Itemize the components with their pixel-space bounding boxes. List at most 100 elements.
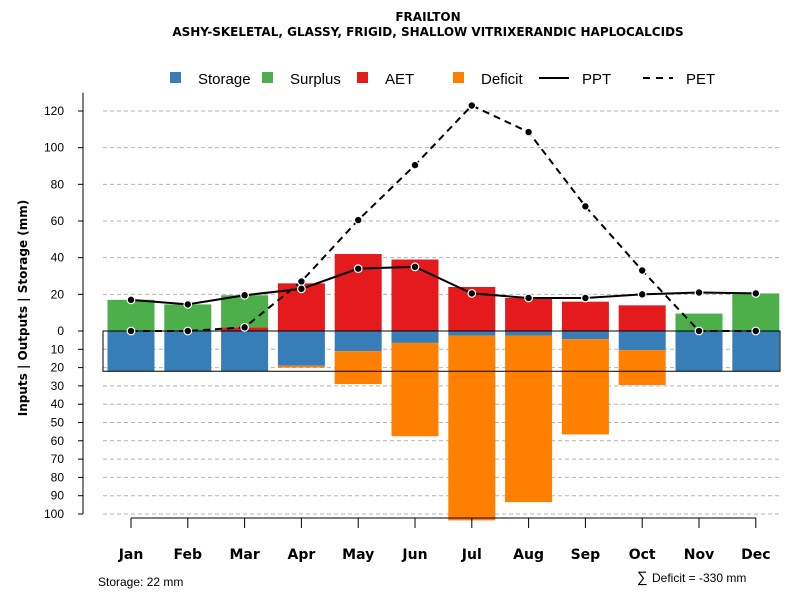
x-tick-label: Dec — [741, 547, 770, 563]
storage-bar — [448, 331, 496, 336]
storage-bar — [505, 331, 553, 336]
legend-swatch — [262, 72, 273, 83]
surplus-bar — [732, 293, 780, 331]
x-tick-label: Jun — [401, 547, 427, 563]
y-tick-label: 40 — [51, 251, 65, 265]
x-tick-label: Jan — [118, 547, 144, 563]
storage-bar — [277, 331, 325, 366]
aet-bar — [505, 298, 553, 331]
y-tick-label: 70 — [51, 452, 65, 466]
pet-point — [410, 160, 420, 170]
deficit-bar — [618, 350, 666, 385]
ppt-point — [183, 300, 193, 309]
storage-bar — [675, 331, 723, 372]
ppt-line — [130, 265, 756, 306]
legend-swatch — [170, 72, 181, 83]
pet-point — [297, 277, 306, 286]
legend-label: AET — [385, 71, 414, 88]
y-tick-label: 0 — [57, 324, 64, 338]
sum-symbol: ∑ — [637, 569, 648, 586]
y-axis-label: Inputs | Outputs | Storage (mm) — [16, 200, 30, 417]
ppt-point — [297, 284, 306, 294]
y-tick-label: 80 — [51, 177, 65, 191]
axes: 0 20 40 60 80 100 120 10 20 30 40 50 60 70 80 90 100 Jan F… — [44, 92, 771, 563]
deficit-bar — [561, 339, 609, 435]
legend-label: PPT — [582, 71, 611, 88]
y-tick-label: 30 — [51, 379, 65, 393]
gridlines — [103, 110, 780, 515]
pet-point — [751, 326, 761, 336]
ppt-point — [467, 289, 477, 298]
legend-swatch — [357, 72, 368, 83]
pet-line — [131, 104, 756, 332]
y-tick-label: 60 — [51, 434, 65, 448]
x-tick-label: Apr — [288, 547, 316, 563]
storage-bar — [561, 331, 609, 340]
deficit-bar — [505, 335, 553, 503]
ppt-point — [581, 293, 590, 303]
pet-point — [524, 127, 533, 137]
chart-subtitle: ASHY-SKELETAL, GLASSY, FRIGID, SHALLOW V… — [172, 25, 683, 39]
ppt-point — [524, 293, 533, 303]
x-tick-label: Nov — [684, 547, 714, 563]
storage-bar — [618, 331, 666, 351]
ppt-point — [751, 289, 761, 298]
chart-title: FRAILTON — [395, 10, 460, 24]
x-tick-label: Sep — [571, 547, 601, 563]
storage-bar — [732, 331, 780, 372]
x-tick-label: Jul — [461, 547, 482, 563]
legend-swatch — [453, 72, 464, 83]
y-tick-label: 40 — [51, 397, 65, 411]
legend-label: Deficit — [481, 71, 524, 88]
pet-point — [694, 326, 704, 336]
pet-point — [467, 101, 477, 110]
ppt-point — [694, 288, 704, 297]
storage-bar — [164, 331, 212, 372]
legend: Storage Surplus AET Deficit PPT PET — [170, 71, 715, 88]
legend-label: Storage — [198, 71, 251, 88]
y-tick-label: 90 — [51, 489, 65, 503]
deficit-bar — [277, 365, 325, 368]
ppt-point — [126, 295, 136, 305]
aet-bar — [618, 305, 666, 331]
y-tick-label: 100 — [44, 141, 64, 155]
pet-point — [637, 266, 647, 275]
ppt-point — [410, 262, 420, 272]
surplus-bar — [107, 299, 155, 331]
pet-point — [240, 322, 250, 332]
storage-bar — [391, 331, 439, 343]
x-tick-label: Aug — [513, 547, 544, 563]
y-tick-label: 10 — [51, 342, 65, 356]
storage-bar — [334, 331, 382, 352]
deficit-bar — [448, 335, 496, 521]
y-tick-label: 50 — [51, 416, 65, 430]
legend-label: Surplus — [290, 71, 341, 88]
series-lines — [126, 101, 761, 336]
deficit-bar — [334, 351, 382, 385]
aet-bar — [391, 259, 439, 331]
x-tick-label: Feb — [174, 547, 203, 563]
pet-point — [581, 201, 590, 211]
ppt-point — [240, 290, 250, 300]
deficit-note: Deficit = -330 mm — [652, 571, 746, 585]
storage-capacity-box — [102, 330, 781, 372]
storage-bar — [221, 331, 269, 372]
pet-point — [353, 215, 363, 225]
ppt-point — [637, 289, 647, 299]
pet-point — [126, 326, 136, 336]
aet-bar — [561, 301, 609, 331]
x-tick-label: Oct — [629, 547, 656, 563]
ppt-point — [353, 264, 363, 274]
surplus-bar — [221, 295, 269, 328]
deficit-bar — [391, 342, 439, 437]
x-tick-label: May — [342, 547, 374, 563]
pet-point — [183, 326, 193, 336]
y-tick-label: 20 — [51, 361, 65, 375]
y-tick-label: 100 — [44, 507, 64, 521]
storage-note: Storage: 22 mm — [98, 575, 183, 589]
y-tick-label: 60 — [51, 214, 65, 228]
bars — [102, 254, 781, 521]
y-tick-label: 120 — [44, 104, 64, 118]
y-tick-label: 80 — [51, 470, 65, 484]
